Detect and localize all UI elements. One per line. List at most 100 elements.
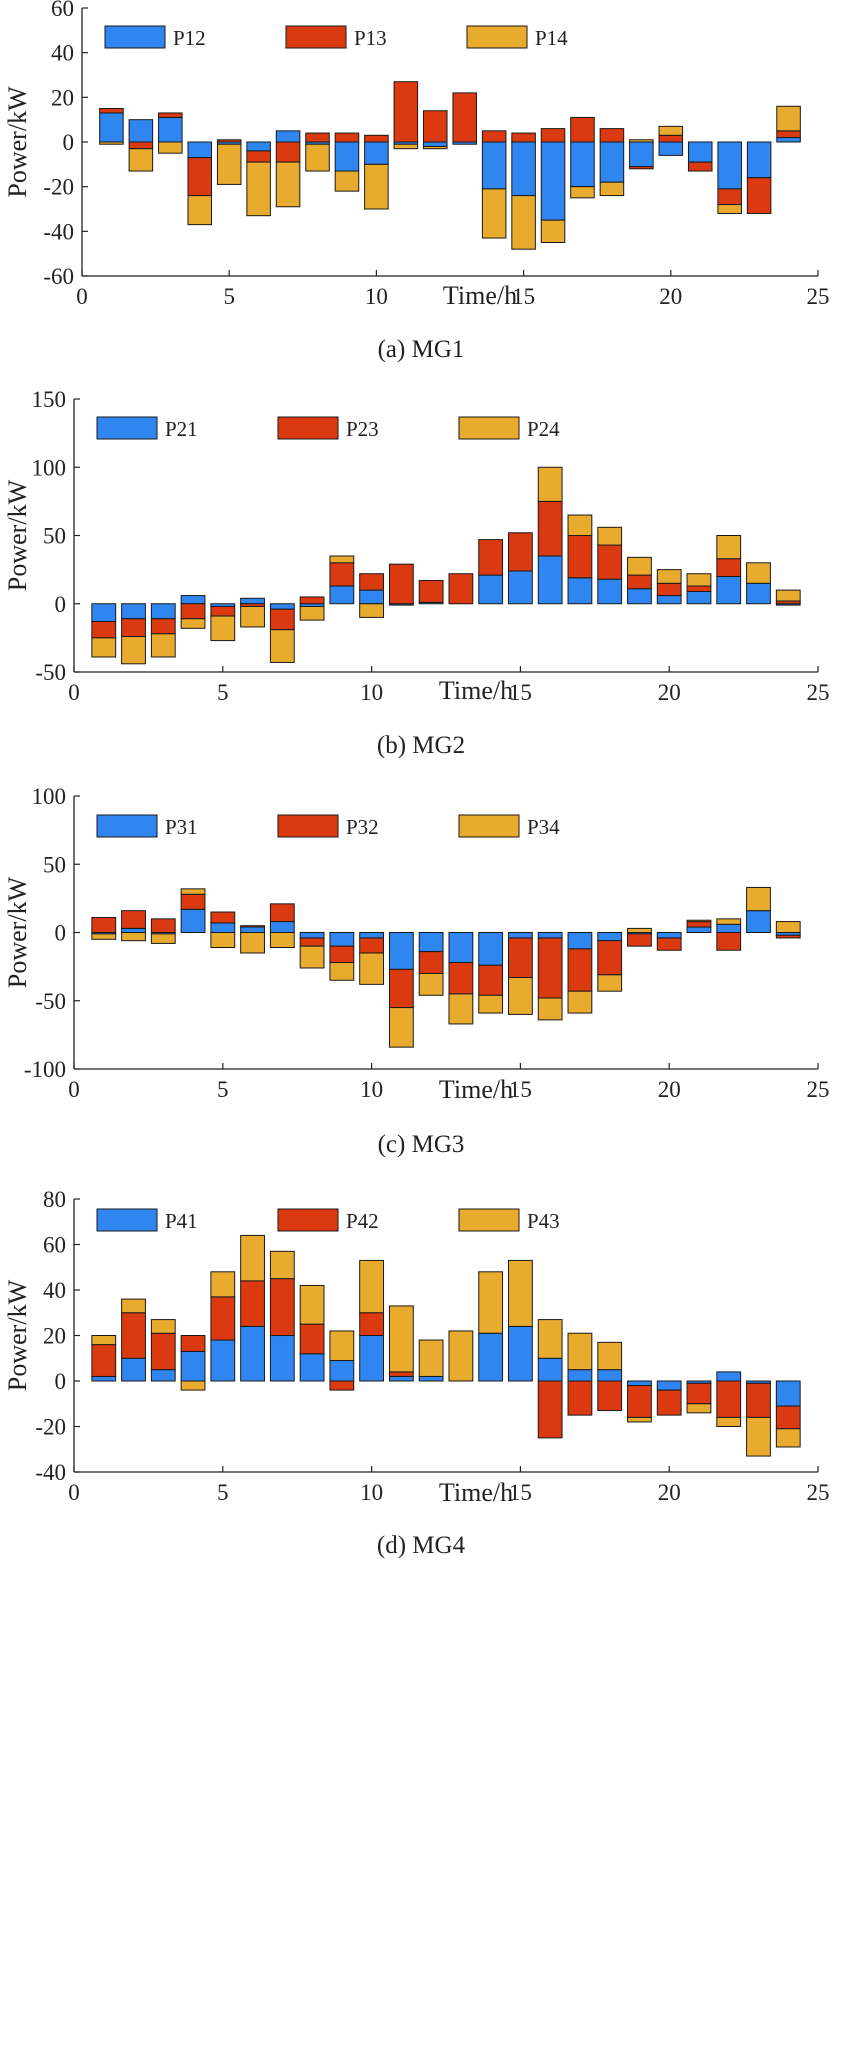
legend-swatch-p32 [277,814,339,838]
x-tick-label: 0 [76,284,88,309]
bar-p31-t22 [716,923,742,933]
bar-p12-t14 [481,141,507,190]
bar-p32-t15 [508,937,533,979]
bar-p31-t17 [567,932,593,950]
bar-p42-t19 [627,1385,652,1418]
y-tick-label: 40 [43,1278,66,1303]
legend-label-p42: P42 [346,1209,379,1233]
bar-p13-t4 [187,157,213,197]
x-tick-label: 20 [658,1077,681,1102]
y-tick-label: -60 [43,264,74,289]
bar-p14-t17 [570,186,595,199]
bar-p23-t7 [269,608,295,631]
bar-p24-t16 [537,466,563,502]
bar-p14-t6 [246,161,271,217]
bar-p42-t11 [388,1371,414,1377]
bar-p24-t9 [329,555,355,564]
bar-p43-t2 [121,1298,146,1314]
bar-p43-t7 [269,1250,295,1280]
y-tick-label: 40 [51,41,74,66]
bar-p42-t18 [597,1380,623,1412]
bar-p31-t7 [269,921,295,934]
bar-p31-t20 [656,932,682,939]
bar-p34-t15 [508,977,533,1015]
bar-p14-t7 [275,161,301,208]
legend-swatch-p12 [104,25,166,49]
bar-p14-t18 [599,181,625,197]
bar-p24-t3 [150,633,176,658]
bar-p32-t2 [121,910,146,929]
bar-p21-t18 [597,578,623,605]
bar-p24-t7 [269,629,295,663]
bar-p34-t14 [478,994,504,1014]
x-tick-label: 25 [807,1480,830,1505]
bar-p41-t3 [150,1369,176,1382]
bar-p12-t9 [334,141,360,172]
bar-p21-t9 [329,585,355,605]
bar-p42-t20 [656,1389,682,1416]
bar-p41-t11 [388,1375,414,1382]
x-tick-label: 15 [509,1077,532,1102]
bar-p34-t13 [448,993,474,1025]
bar-p32-t9 [329,945,355,964]
bar-p32-t13 [448,962,474,995]
bar-p21-t7 [269,603,295,610]
bar-p21-t16 [537,555,563,605]
bar-p23-t12 [418,580,444,603]
y-tick-label: 0 [55,921,67,946]
bar-p42-t3 [150,1332,176,1371]
bar-p43-t16 [537,1319,563,1359]
legend: P12 P13 P14 [104,25,568,50]
y-tick-label: -100 [24,1057,66,1082]
bar-p14-t1 [99,141,124,145]
bar-p21-t2 [121,603,146,620]
bar-p13-t5 [216,139,242,143]
x-tick-label: 0 [68,1480,80,1505]
bar-p12-t1 [99,112,124,143]
bar-p21-t6 [240,597,265,605]
y-tick-label: -50 [35,989,66,1014]
bar-p43-t8 [299,1284,325,1325]
bar-p21-t22 [716,575,742,605]
bar-p41-t5 [210,1339,236,1382]
bar-p14-t15 [511,195,536,250]
bar-p43-t23 [746,1416,771,1457]
bar-p13-t12 [423,110,448,143]
bar-p34-t16 [537,997,563,1021]
bar-p23-t15 [508,532,533,572]
bar-p41-t12 [418,1375,444,1382]
bar-p14-t3 [158,141,183,154]
bar-p23-t18 [597,544,623,580]
bar-p23-t9 [329,562,355,587]
bar-p12-t21 [687,141,713,163]
bar-p31-t4 [180,908,206,933]
bar-p14-t9 [334,170,360,192]
legend: P31 P32 P34 [96,814,560,839]
bar-p34-t5 [210,932,236,949]
bar-p13-t2 [128,141,154,150]
bar-p41-t24 [775,1380,801,1407]
bar-p21-t4 [180,595,206,605]
bar-p43-t21 [686,1403,712,1414]
bar-p34-t10 [359,952,385,985]
bar-p34-t12 [418,972,444,996]
bar-p24-t8 [299,605,325,621]
bar-p43-t19 [627,1416,652,1423]
x-tick-label: 5 [217,1480,229,1505]
bar-p43-t1 [91,1335,117,1346]
x-axis-label: Time/h [439,1478,513,1507]
bar-p12-t20 [658,141,684,156]
bar-p41-t6 [240,1325,265,1382]
bar-p42-t2 [121,1312,146,1359]
bar-p13-t14 [481,130,507,143]
legend-swatch-p41 [96,1208,158,1232]
y-tick-label: 0 [55,1369,67,1394]
legend-swatch-p43 [458,1208,520,1232]
bar-p32-t12 [418,951,444,974]
y-tick-label: -40 [35,1460,66,1485]
bar-p21-t15 [508,570,533,605]
bar-p24-t24 [775,589,801,602]
bar-p43-t14 [478,1271,504,1334]
bar-p13-t19 [629,166,654,170]
bar-p31-t10 [359,932,385,939]
